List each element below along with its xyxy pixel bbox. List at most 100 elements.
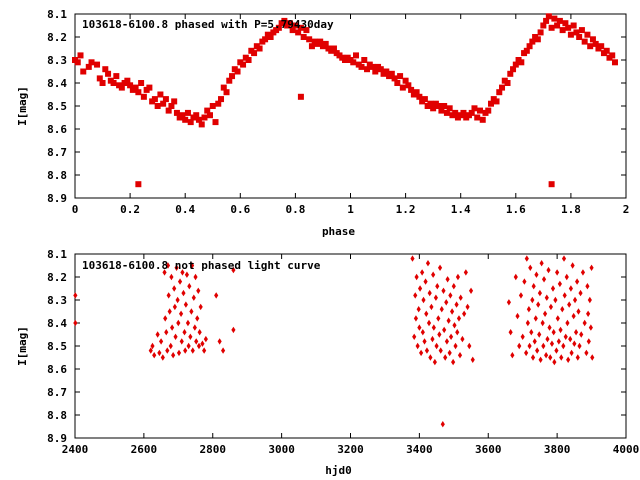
data-point bbox=[212, 119, 219, 126]
data-point bbox=[499, 84, 506, 91]
data-point bbox=[444, 338, 450, 345]
data-point bbox=[587, 296, 592, 304]
y-tick-label: 8.9 bbox=[47, 432, 67, 445]
data-point bbox=[146, 84, 153, 91]
data-point bbox=[417, 324, 422, 331]
data-point bbox=[416, 93, 423, 100]
data-point bbox=[508, 329, 513, 336]
data-point bbox=[563, 333, 568, 340]
data-point bbox=[201, 114, 208, 121]
data-point bbox=[167, 308, 172, 315]
data-point bbox=[555, 269, 560, 276]
y-tick-label: 8.2 bbox=[47, 31, 67, 44]
data-point bbox=[383, 68, 390, 75]
data-point bbox=[170, 324, 175, 331]
data-point bbox=[424, 347, 430, 354]
x-tick-label: 3600 bbox=[475, 443, 502, 456]
data-point bbox=[549, 340, 555, 347]
data-point bbox=[445, 276, 450, 283]
data-point bbox=[165, 262, 171, 269]
data-point bbox=[442, 326, 447, 334]
data-point bbox=[567, 31, 574, 38]
data-point bbox=[527, 342, 532, 350]
data-point bbox=[203, 335, 208, 343]
data-point bbox=[231, 326, 236, 334]
data-point bbox=[152, 352, 157, 359]
data-point bbox=[220, 84, 227, 91]
data-point bbox=[226, 77, 233, 84]
data-point bbox=[186, 342, 191, 350]
data-point bbox=[417, 285, 423, 292]
data-point bbox=[551, 329, 556, 336]
data-point bbox=[176, 349, 182, 357]
data-point bbox=[275, 24, 282, 31]
data-point bbox=[529, 38, 536, 45]
x-tick-label: 4000 bbox=[613, 443, 640, 456]
data-point bbox=[173, 333, 178, 340]
data-point bbox=[460, 109, 467, 116]
data-point bbox=[140, 93, 147, 100]
data-point bbox=[193, 112, 200, 119]
data-point bbox=[545, 335, 550, 343]
data-point bbox=[214, 292, 219, 299]
data-point bbox=[589, 264, 594, 271]
data-point bbox=[154, 103, 161, 109]
data-point bbox=[184, 271, 190, 278]
data-point bbox=[88, 59, 95, 66]
data-point bbox=[73, 319, 78, 327]
data-point bbox=[414, 273, 419, 281]
data-point bbox=[198, 303, 203, 311]
data-point bbox=[541, 342, 546, 350]
data-point bbox=[462, 310, 467, 317]
x-tick-label: 0.2 bbox=[120, 203, 140, 216]
data-point bbox=[533, 315, 538, 322]
data-point bbox=[592, 40, 599, 47]
data-point bbox=[416, 306, 421, 313]
data-point bbox=[468, 109, 475, 116]
data-point bbox=[169, 273, 174, 281]
data-point bbox=[74, 59, 81, 66]
data-point bbox=[421, 96, 428, 103]
data-point bbox=[171, 98, 178, 105]
data-point bbox=[434, 342, 439, 350]
data-point bbox=[552, 358, 557, 366]
data-point bbox=[77, 52, 84, 59]
data-point bbox=[520, 333, 525, 340]
data-point bbox=[190, 262, 195, 269]
data-point bbox=[598, 43, 605, 50]
data-point bbox=[467, 342, 472, 350]
data-point bbox=[559, 354, 564, 361]
data-point bbox=[590, 354, 595, 361]
data-point bbox=[162, 96, 169, 103]
data-point bbox=[555, 315, 560, 322]
data-point bbox=[85, 63, 92, 70]
data-point bbox=[427, 100, 434, 107]
data-point bbox=[504, 80, 511, 86]
y-tick-label: 8.9 bbox=[47, 192, 67, 205]
data-point bbox=[576, 34, 583, 40]
data-point bbox=[194, 338, 199, 345]
data-point bbox=[568, 285, 573, 292]
data-point bbox=[457, 352, 463, 359]
data-point bbox=[155, 331, 160, 338]
data-point bbox=[297, 24, 304, 31]
data-point bbox=[96, 75, 103, 82]
data-point bbox=[150, 342, 155, 350]
data-point bbox=[182, 116, 189, 123]
data-point bbox=[541, 276, 547, 283]
data-point bbox=[554, 347, 559, 354]
data-point bbox=[523, 47, 530, 54]
data-point bbox=[581, 38, 588, 45]
data-point bbox=[518, 292, 524, 299]
data-point bbox=[566, 356, 571, 363]
data-point bbox=[171, 352, 176, 359]
data-point bbox=[229, 73, 236, 80]
data-point bbox=[584, 349, 589, 357]
data-point bbox=[573, 29, 580, 36]
data-point bbox=[440, 421, 445, 428]
data-point bbox=[537, 331, 542, 338]
data-point bbox=[292, 22, 299, 29]
data-point bbox=[510, 352, 515, 359]
data-point bbox=[174, 264, 179, 271]
